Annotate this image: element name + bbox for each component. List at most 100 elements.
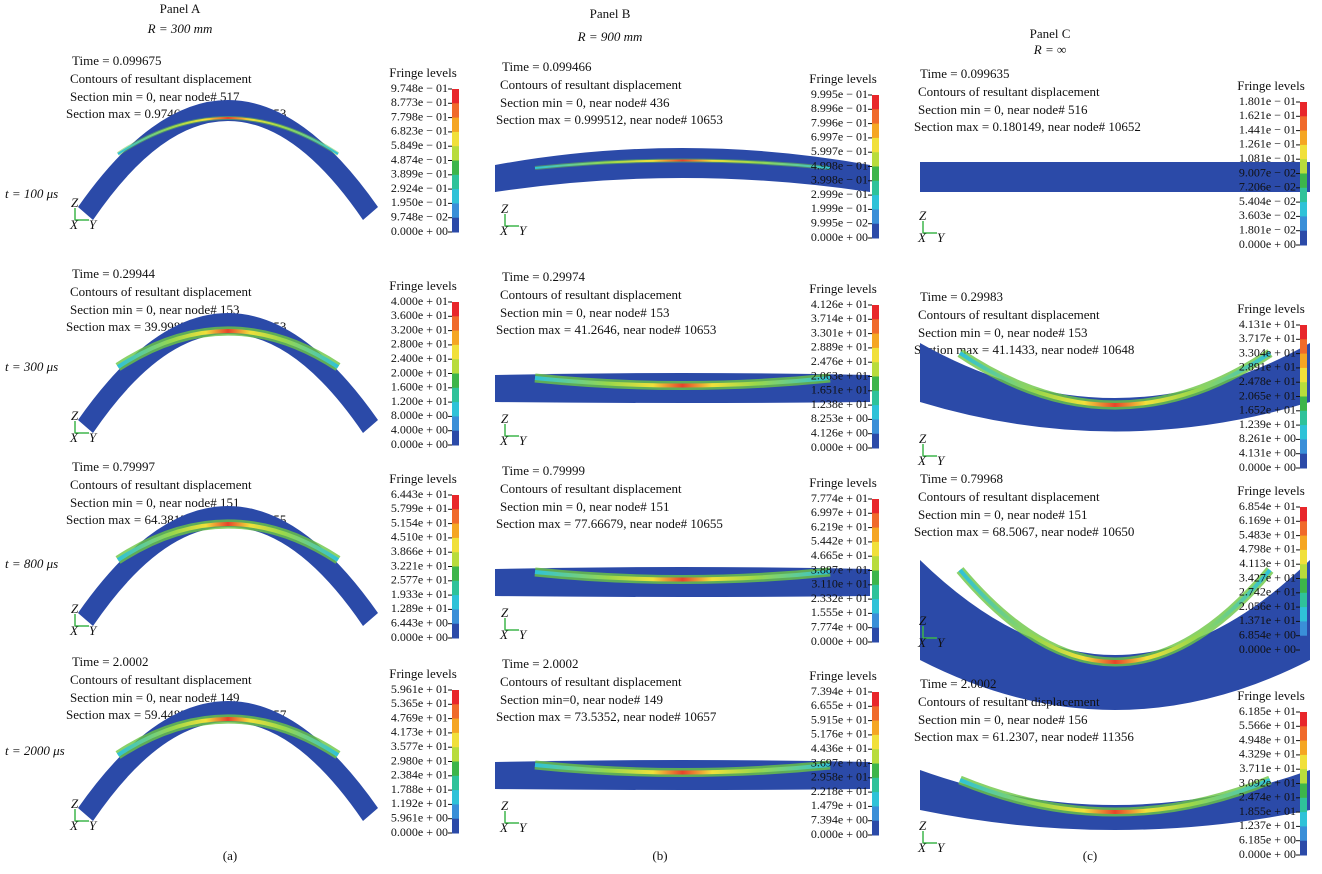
row-label: t = 300 μs <box>5 359 58 374</box>
fringe-bin <box>1300 425 1307 440</box>
fringe-bin <box>872 334 879 349</box>
fringe-bin <box>872 419 879 434</box>
fringe-bin <box>1300 102 1307 117</box>
row-label: t = 100 μs <box>5 186 58 201</box>
fringe-level: 3.092e + 01 <box>1239 775 1296 789</box>
fringe-bin <box>1300 798 1307 813</box>
triad-z: Z <box>71 796 79 811</box>
fringe-bin <box>872 735 879 750</box>
fringe-level: 3.600e + 01 <box>391 308 448 322</box>
triad-z: Z <box>919 208 927 223</box>
fringe-bin <box>452 374 459 389</box>
fringe-level: 6.997e + 01 <box>811 505 868 519</box>
fringe-level: 3.998e − 01 <box>811 173 868 187</box>
fringe-level: 4.665e + 01 <box>811 548 868 562</box>
fringe-bin <box>1300 536 1307 551</box>
fringe-level: 0.000e + 00 <box>1239 460 1296 474</box>
fringe-bin <box>872 95 879 110</box>
fringe-level: 5.566e + 01 <box>1239 718 1296 732</box>
fringe-level: 4.126e + 01 <box>811 297 868 311</box>
fringe-level: 4.798e + 01 <box>1239 542 1296 556</box>
legend-title: Fringe levels <box>389 666 457 681</box>
fringe-bin <box>1300 712 1307 727</box>
plot-heading: Contours of resultant displacement <box>918 489 1100 504</box>
fringe-bin <box>1300 174 1307 189</box>
legend-title: Fringe levels <box>389 471 457 486</box>
fringe-level: 5.915e + 01 <box>811 712 868 726</box>
fringe-bin <box>1300 726 1307 741</box>
contour-plot: Time = 0.29983Contours of resultant disp… <box>914 289 1310 474</box>
fringe-level: 4.173e + 01 <box>391 725 448 739</box>
fringe-level: 6.185e + 00 <box>1239 832 1296 846</box>
triad-y: Y <box>519 223 528 238</box>
fringe-bin <box>452 762 459 777</box>
fringe-bin <box>452 719 459 734</box>
contour-plot: Time = 2.0002Contours of resultant displ… <box>495 656 879 841</box>
fringe-level: 2.478e + 01 <box>1239 374 1296 388</box>
fringe-bin <box>872 138 879 153</box>
section-min: Section min = 0, near node# 153 <box>918 325 1087 340</box>
fringe-bin <box>452 402 459 417</box>
fringe-bin <box>452 146 459 161</box>
figure: t = 100 μst = 300 μst = 800 μst = 2000 μ… <box>0 0 1322 874</box>
fringe-level: 0.000e + 00 <box>811 230 868 244</box>
panel-caption: (a) <box>223 848 237 863</box>
plot-heading: Contours of resultant displacement <box>918 694 1100 709</box>
fringe-bin <box>452 567 459 582</box>
fringe-level: 4.510e + 01 <box>391 530 448 544</box>
fringe-level: 6.443e + 00 <box>391 615 448 629</box>
fringe-level: 2.980e + 01 <box>391 753 448 767</box>
fringe-level: 5.442e + 01 <box>811 534 868 548</box>
fringe-level: 4.126e + 00 <box>811 425 868 439</box>
fringe-bin <box>872 152 879 167</box>
panel-radius: R = 900 mm <box>577 29 643 44</box>
fringe-bin <box>1300 826 1307 841</box>
fringe-level: 1.652e + 01 <box>1239 403 1296 417</box>
fringe-bin <box>872 599 879 614</box>
plot-heading: Contours of resultant displacement <box>500 674 682 689</box>
fringe-bin <box>872 319 879 334</box>
fringe-bin <box>1300 188 1307 203</box>
fringe-bin <box>872 792 879 807</box>
fringe-level: 4.131e + 01 <box>1239 317 1296 331</box>
fringe-level: 4.131e + 00 <box>1239 445 1296 459</box>
fringe-level: 1.239e + 01 <box>1239 417 1296 431</box>
fringe-level: 1.081e − 01 <box>1239 151 1296 165</box>
legend-title: Fringe levels <box>809 668 877 683</box>
time-label: Time = 2.0002 <box>72 654 149 669</box>
section-max: Section max = 68.5067, near node# 10650 <box>914 524 1134 539</box>
fringe-level: 9.995e − 02 <box>811 215 868 229</box>
fringe-level: 3.110e + 01 <box>811 577 868 591</box>
fringe-level: 1.788e + 01 <box>391 782 448 796</box>
fringe-bin <box>452 118 459 133</box>
fringe-bin <box>872 167 879 182</box>
fringe-level: 6.219e + 01 <box>811 519 868 533</box>
fringe-level: 1.600e + 01 <box>391 380 448 394</box>
fringe-bin <box>1300 621 1307 636</box>
legend-title: Fringe levels <box>1237 483 1305 498</box>
fringe-level: 2.577e + 01 <box>391 573 448 587</box>
fringe-level: 7.394e + 00 <box>811 812 868 826</box>
fringe-level: 5.404e − 02 <box>1239 194 1296 208</box>
fringe-bin <box>872 706 879 721</box>
fringe-level: 6.823e − 01 <box>391 124 448 138</box>
fringe-level: 2.218e + 01 <box>811 784 868 798</box>
fringe-bin <box>1300 116 1307 131</box>
fringe-level: 3.866e + 01 <box>391 544 448 558</box>
fringe-level: 6.997e − 01 <box>811 130 868 144</box>
fringe-bin <box>452 538 459 553</box>
fringe-bin <box>1300 411 1307 426</box>
fringe-level: 8.773e − 01 <box>391 95 448 109</box>
fringe-level: 3.221e + 01 <box>391 558 448 572</box>
legend-title: Fringe levels <box>809 71 877 86</box>
fringe-bin <box>872 224 879 239</box>
fringe-bin <box>452 218 459 233</box>
triad-z: Z <box>501 411 509 426</box>
fringe-level: 1.200e + 01 <box>391 394 448 408</box>
contour-plot: Time = 0.79997Contours of resultant disp… <box>66 459 459 644</box>
fringe-level: 8.996e − 01 <box>811 101 868 115</box>
fringe-level: 3.887e + 01 <box>811 562 868 576</box>
